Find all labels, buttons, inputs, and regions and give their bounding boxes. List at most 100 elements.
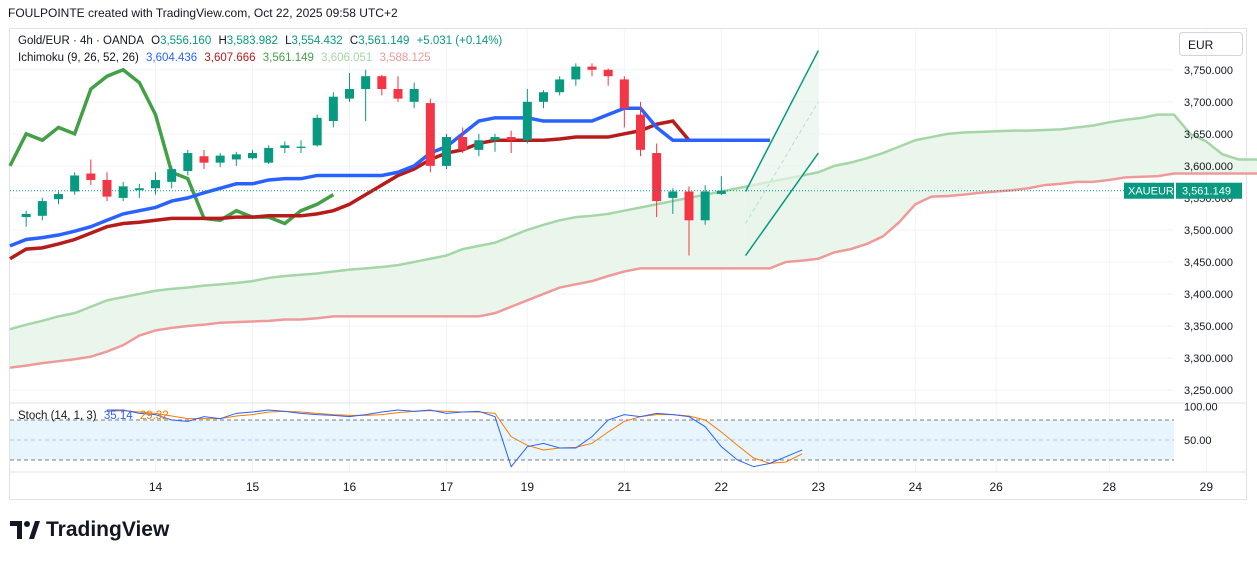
ichimoku-kijun-value: 3,607.666 xyxy=(204,52,256,64)
legend-ichimoku: Ichimoku (9, 26, 52, 26) 3,604.436 3,607… xyxy=(18,52,435,64)
candle-body xyxy=(409,89,419,102)
chart-frame[interactable] xyxy=(9,28,1247,500)
candle-body xyxy=(118,186,128,198)
candle xyxy=(118,181,128,202)
candle-body xyxy=(700,191,710,221)
time-tick-label: 16 xyxy=(343,480,357,494)
channel-fill xyxy=(745,50,819,256)
candle xyxy=(506,130,516,154)
candle xyxy=(296,140,306,154)
change-value: +5.031 (+0.14%) xyxy=(416,35,503,47)
candle-body xyxy=(668,191,678,198)
stochastic-pane: 50.00 100.00 xyxy=(10,402,1218,468)
price-tick-label: 3,700.000 xyxy=(1184,97,1233,109)
time-tick-label: 26 xyxy=(989,480,1003,494)
stoch-d-value: 29.32 xyxy=(139,410,169,422)
channel-mid-line xyxy=(745,101,819,224)
open-value: 3,556.160 xyxy=(160,35,212,47)
candle xyxy=(555,76,565,96)
legend-title: Gold/EUR · 4h · OANDA xyxy=(18,35,144,47)
attribution: FOULPOINTE created with TradingView.com,… xyxy=(8,6,398,20)
candle-body xyxy=(393,89,403,99)
candle-body xyxy=(522,101,532,141)
candle xyxy=(264,145,274,164)
candle xyxy=(151,172,160,195)
candle-body xyxy=(555,79,565,93)
candle-body xyxy=(21,213,31,218)
candle-body xyxy=(312,117,322,146)
candle xyxy=(619,76,629,128)
candle xyxy=(409,82,419,109)
ichimoku-spana-value: 3,606.051 xyxy=(321,52,373,64)
candle xyxy=(668,188,678,214)
time-tick-label: 14 xyxy=(149,480,163,494)
close-value: 3,561.149 xyxy=(358,35,410,47)
time-tick-label: 21 xyxy=(618,480,632,494)
stoch-k-line xyxy=(107,409,803,468)
candles xyxy=(21,63,726,256)
candle xyxy=(312,114,322,147)
candle-body xyxy=(345,89,354,99)
candle xyxy=(636,101,645,157)
brand-name: TradingView xyxy=(46,518,170,541)
ichimoku-cloud xyxy=(9,113,1257,369)
candle xyxy=(54,191,63,205)
candle xyxy=(21,210,31,227)
cloud-fill xyxy=(10,114,1257,368)
ichimoku-label: Ichimoku (9, 26, 52, 26) xyxy=(18,52,139,64)
candle xyxy=(361,69,371,122)
candle-body xyxy=(231,154,241,160)
stoch-k-value: 35.14 xyxy=(103,410,133,422)
candle-body xyxy=(474,140,484,150)
candle-body xyxy=(603,69,613,77)
price-tick-label: 3,500.000 xyxy=(1184,225,1233,237)
ichimoku-spanb-value: 3,588.125 xyxy=(379,52,431,64)
currency-selector[interactable]: EUR xyxy=(1179,32,1243,56)
price-tick-label: 3,300.000 xyxy=(1184,353,1233,365)
time-tick-label: 22 xyxy=(715,480,729,494)
candle xyxy=(86,159,96,186)
low-value: 3,554.432 xyxy=(291,35,343,47)
time-tick-label: 28 xyxy=(1103,480,1117,494)
time-axis: 14 15 16 17 19 21 22 23 24 26 28 29 xyxy=(10,471,1247,494)
candle-body xyxy=(619,79,629,109)
candle xyxy=(652,143,662,218)
candle-body xyxy=(151,179,160,189)
price-tick-label: 3,600.000 xyxy=(1184,161,1233,173)
high-value: 3,583.982 xyxy=(226,35,278,47)
price-tick-label: 3,450.000 xyxy=(1184,257,1233,269)
candle xyxy=(377,74,387,96)
candle-body xyxy=(37,201,47,216)
candle-body xyxy=(636,114,645,150)
time-tick-label: 29 xyxy=(1200,480,1214,494)
price-axis: 3,250.000 3,300.000 3,350.000 3,400.000 3,45… xyxy=(10,65,1242,397)
channel-upper-line xyxy=(744,50,819,192)
legend-ohlc: Gold/EUR · 4h · OANDA O3,556.160 H3,583.… xyxy=(18,35,503,47)
candle xyxy=(183,149,193,176)
candle xyxy=(571,63,581,86)
candle-body xyxy=(183,153,193,171)
tradingview-brand: TradingView xyxy=(10,518,169,542)
price-tick-label: 3,750.000 xyxy=(1184,65,1233,77)
candle xyxy=(442,133,451,170)
candle-body xyxy=(571,66,581,80)
candle xyxy=(474,133,484,157)
ichimoku-tenkan-value: 3,604.436 xyxy=(146,52,198,64)
tradingview-logo-icon xyxy=(10,521,40,539)
candle xyxy=(393,76,403,102)
candle xyxy=(215,153,225,168)
candle xyxy=(199,149,209,170)
candle-body xyxy=(70,175,80,192)
candle xyxy=(280,141,290,154)
candle xyxy=(539,90,548,109)
price-tick-label: 3,400.000 xyxy=(1184,289,1233,301)
candle-body xyxy=(458,137,468,150)
candle-body xyxy=(167,169,177,182)
candle xyxy=(700,185,710,225)
candle-body xyxy=(684,191,694,221)
candle xyxy=(603,68,613,86)
candle-body xyxy=(215,155,225,163)
price-tick-label: 3,250.000 xyxy=(1184,385,1233,397)
symbol-badge xyxy=(1124,182,1174,199)
